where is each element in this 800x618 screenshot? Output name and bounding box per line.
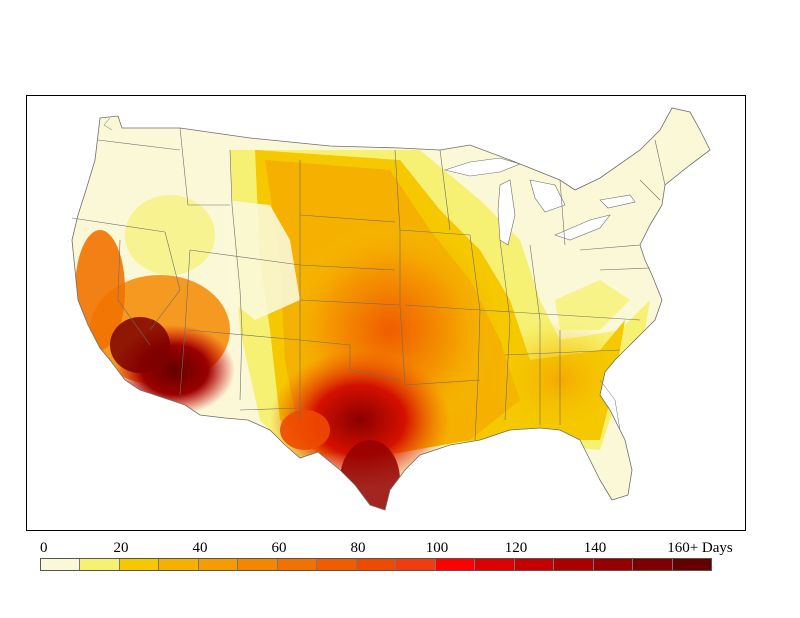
legend-swatch xyxy=(633,559,673,570)
legend-swatch xyxy=(238,559,278,570)
legend-swatch xyxy=(80,559,120,570)
legend-swatch xyxy=(277,559,318,570)
lake-ontario xyxy=(599,194,636,209)
lake-erie xyxy=(554,214,611,241)
heat-layer xyxy=(72,108,710,510)
legend-label-20: 20 xyxy=(113,540,129,556)
color-legend: 0 20 40 60 80 100 120 140 160+ Days xyxy=(40,540,733,574)
legend-label-80: 80 xyxy=(350,540,366,556)
great-basin xyxy=(125,195,215,275)
legend-label-100: 100 xyxy=(425,540,449,556)
legend-swatch xyxy=(198,559,239,570)
legend-label-40: 40 xyxy=(192,540,208,556)
ca-valley xyxy=(75,230,125,350)
legend-label-140: 140 xyxy=(583,540,607,556)
great-lakes xyxy=(443,157,636,246)
lake-huron xyxy=(529,179,566,213)
legend-swatch xyxy=(356,559,397,570)
legend-swatch xyxy=(317,559,357,570)
legend-swatch xyxy=(554,559,594,570)
legend-label-0: 0 xyxy=(40,540,48,556)
legend-color-bar xyxy=(40,558,712,571)
state-borders xyxy=(71,107,711,511)
legend-label-120: 120 xyxy=(504,540,528,556)
legend-label-60: 60 xyxy=(271,540,287,556)
legend-swatch xyxy=(159,559,199,570)
lake-michigan xyxy=(497,179,516,246)
south-texas-core xyxy=(340,440,400,510)
legend-swatch xyxy=(396,559,436,570)
legend-swatch xyxy=(435,559,476,570)
desert-core xyxy=(110,317,170,373)
legend-swatch xyxy=(119,559,160,570)
big-bend xyxy=(280,410,330,450)
legend-swatch xyxy=(475,559,515,570)
legend-swatch xyxy=(593,559,634,570)
coastline-detail xyxy=(103,117,621,431)
legend-swatch xyxy=(41,559,81,570)
appalachia xyxy=(555,280,630,330)
legend-label-160-days: 160+ Days xyxy=(667,540,733,556)
legend-swatch xyxy=(672,559,711,570)
legend-swatch xyxy=(514,559,555,570)
